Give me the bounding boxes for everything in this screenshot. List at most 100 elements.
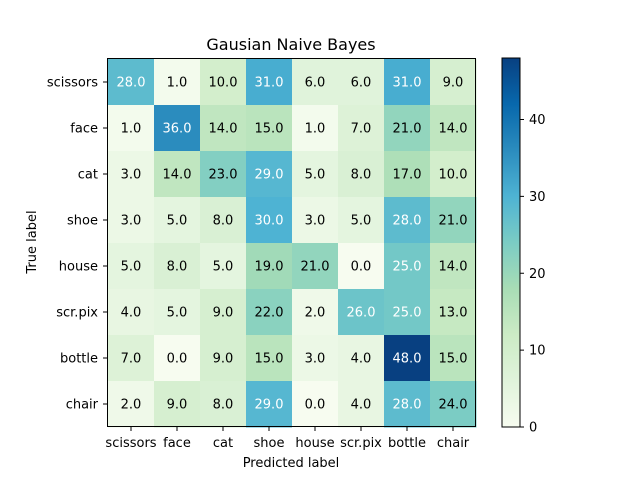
heatmap-cell <box>200 243 247 290</box>
heatmap-cell <box>246 381 293 428</box>
heatmap-cell <box>338 151 385 198</box>
cell-value-label: 8.0 <box>167 260 188 275</box>
cell-value-label: 2.0 <box>305 306 326 321</box>
heatmap-cell <box>154 289 201 336</box>
heatmap-cell <box>292 59 339 106</box>
cell-value-label: 5.0 <box>121 260 142 275</box>
heatmap-cell <box>200 197 247 244</box>
y-tick-label: house <box>59 260 98 275</box>
cell-value-label: 7.0 <box>351 122 372 137</box>
heatmap-cell <box>430 105 477 152</box>
cell-value-label: 23.0 <box>209 168 238 183</box>
heatmap-cell <box>154 151 201 198</box>
cell-value-label: 21.0 <box>393 122 422 137</box>
cell-value-label: 14.0 <box>163 168 192 183</box>
cell-value-label: 29.0 <box>255 398 284 413</box>
heatmap-cell <box>384 335 431 382</box>
cell-value-label: 0.0 <box>167 352 188 367</box>
heatmap-cells <box>108 59 477 428</box>
cell-value-label: 29.0 <box>255 168 284 183</box>
cell-value-label: 14.0 <box>439 260 468 275</box>
x-tick-label: cat <box>213 436 233 451</box>
y-tick-label: scr.pix <box>56 306 98 321</box>
heatmap-cell <box>338 335 385 382</box>
cell-value-label: 28.0 <box>393 214 422 229</box>
cell-value-label: 10.0 <box>439 168 468 183</box>
heatmap-cell <box>108 197 155 244</box>
heatmap-cell <box>246 59 293 106</box>
heatmap-cell <box>108 289 155 336</box>
cell-value-label: 0.0 <box>305 398 326 413</box>
cell-value-label: 4.0 <box>351 398 372 413</box>
x-tick-label: scr.pix <box>340 436 382 451</box>
heatmap-cell <box>338 243 385 290</box>
heatmap-cell <box>108 105 155 152</box>
cell-value-label: 5.0 <box>167 214 188 229</box>
heatmap-cell <box>338 197 385 244</box>
heatmap-cell <box>384 151 431 198</box>
heatmap-cell <box>384 381 431 428</box>
cell-value-label: 48.0 <box>393 352 422 367</box>
cell-value-label: 28.0 <box>117 76 146 91</box>
heatmap-cell <box>154 335 201 382</box>
cell-value-label: 9.0 <box>443 76 464 91</box>
heatmap-cell <box>292 289 339 336</box>
y-tick-label: bottle <box>60 352 98 367</box>
x-tick-label: bottle <box>388 436 426 451</box>
plot-frame <box>107 58 476 427</box>
cell-value-label: 8.0 <box>213 214 234 229</box>
heatmap-cell <box>246 197 293 244</box>
heatmap-cell <box>430 243 477 290</box>
cell-value-label: 15.0 <box>255 352 284 367</box>
cell-value-label: 31.0 <box>255 76 284 91</box>
heatmap-cell <box>430 197 477 244</box>
heatmap-cell <box>338 381 385 428</box>
heatmap-cell <box>338 289 385 336</box>
x-tick-label: shoe <box>254 436 285 451</box>
cell-value-label: 1.0 <box>121 122 142 137</box>
cell-value-labels: 28.0 1.0 10.0 31.0 6.0 6.0 31.0 9.0 1.0 36.0 14.0 1… <box>117 76 468 413</box>
cell-value-label: 5.0 <box>167 306 188 321</box>
cell-value-label: 3.0 <box>305 214 326 229</box>
heatmap-cell <box>154 197 201 244</box>
colorbar-tick-label: 20 <box>529 267 546 282</box>
x-tick-label: scissors <box>105 436 156 451</box>
cell-value-label: 2.0 <box>121 398 142 413</box>
heatmap-cell <box>108 59 155 106</box>
heatmap-cell <box>200 151 247 198</box>
heatmap-cell <box>108 243 155 290</box>
heatmap-cell <box>338 105 385 152</box>
heatmap-cell <box>200 381 247 428</box>
heatmap-cell <box>200 59 247 106</box>
colorbar-tick-label: 40 <box>529 113 546 128</box>
cell-value-label: 22.0 <box>255 306 284 321</box>
cell-value-label: 14.0 <box>439 122 468 137</box>
cell-value-label: 15.0 <box>439 352 468 367</box>
heatmap-cell <box>154 59 201 106</box>
cell-value-label: 3.0 <box>121 168 142 183</box>
heatmap-cell <box>154 381 201 428</box>
heatmap-cell <box>384 105 431 152</box>
x-tick-label: house <box>295 436 334 451</box>
heatmap-cell <box>108 381 155 428</box>
x-tick-label: chair <box>437 436 470 451</box>
heatmap-cell <box>246 243 293 290</box>
cell-value-label: 21.0 <box>439 214 468 229</box>
heatmap-cell <box>292 105 339 152</box>
colorbar-tick-label: 30 <box>529 190 546 205</box>
x-axis-label: Predicted label <box>243 456 340 471</box>
heatmap-cell <box>246 289 293 336</box>
heatmap-cell <box>338 59 385 106</box>
y-tick-label: cat <box>78 168 98 183</box>
y-tick-label: scissors <box>47 76 98 91</box>
heatmap-cell <box>200 105 247 152</box>
cell-value-label: 17.0 <box>393 168 422 183</box>
cell-value-label: 1.0 <box>305 122 326 137</box>
heatmap-cell <box>292 335 339 382</box>
heatmap-cell <box>200 289 247 336</box>
y-tick-label: face <box>70 122 98 137</box>
cell-value-label: 24.0 <box>439 398 468 413</box>
heatmap-cell <box>292 197 339 244</box>
heatmap-cell <box>384 197 431 244</box>
